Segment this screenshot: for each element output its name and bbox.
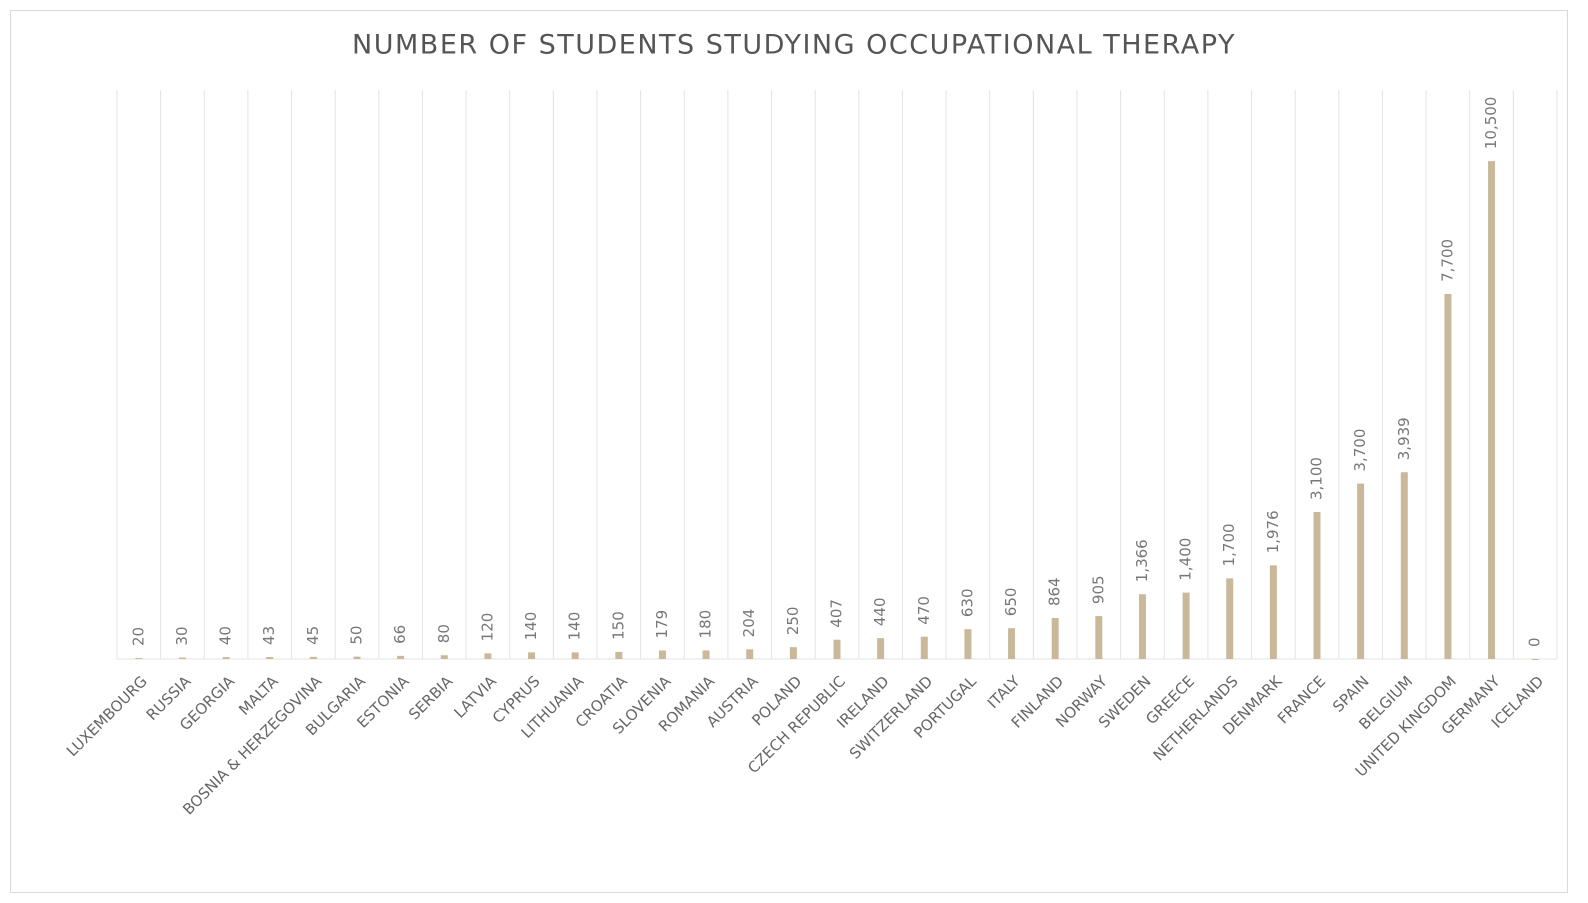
data-label: 250 <box>784 607 802 636</box>
data-label: 470 <box>915 596 933 625</box>
data-label: 20 <box>129 627 147 646</box>
data-label: 864 <box>1046 577 1064 606</box>
data-label: 140 <box>566 612 584 641</box>
data-label: 0 <box>1526 637 1544 647</box>
bar <box>484 653 492 659</box>
chart-border <box>10 10 1568 893</box>
bar <box>746 649 754 659</box>
bar <box>1313 512 1321 659</box>
bar <box>1269 565 1277 659</box>
data-label: 43 <box>260 626 278 645</box>
bar <box>1138 594 1146 659</box>
data-label: 40 <box>217 626 235 645</box>
bar <box>222 657 230 659</box>
bar <box>1008 628 1016 659</box>
bar <box>397 655 405 659</box>
data-label: 179 <box>653 610 671 639</box>
bar <box>1488 161 1496 659</box>
data-label: 7,700 <box>1438 239 1456 282</box>
bar <box>440 655 448 659</box>
data-label: 180 <box>697 610 715 639</box>
bar <box>571 652 579 659</box>
bar <box>615 651 623 659</box>
data-label: 204 <box>740 609 758 638</box>
data-label: 1,366 <box>1133 539 1151 582</box>
data-label: 150 <box>609 611 627 640</box>
bar <box>135 658 143 660</box>
data-label: 3,700 <box>1351 429 1369 472</box>
bar <box>1400 472 1408 659</box>
bar <box>702 650 710 659</box>
data-label: 407 <box>828 599 846 628</box>
bar <box>528 652 536 659</box>
data-label: 66 <box>391 625 409 644</box>
data-label: 80 <box>435 624 453 643</box>
bar <box>178 657 186 659</box>
data-label: 650 <box>1002 588 1020 617</box>
data-label: 120 <box>478 613 496 642</box>
bar <box>1095 616 1103 659</box>
data-label: 45 <box>304 626 322 645</box>
bar <box>353 656 361 659</box>
data-label: 3,939 <box>1395 417 1413 460</box>
bar <box>1051 618 1059 659</box>
data-label: 10,500 <box>1482 97 1500 150</box>
bar <box>920 636 928 659</box>
data-label: 3,100 <box>1308 457 1326 500</box>
bar <box>789 647 797 659</box>
bar <box>658 650 666 659</box>
bar <box>877 638 885 659</box>
bar <box>964 629 972 659</box>
bar <box>1357 483 1365 659</box>
bar <box>1226 578 1234 659</box>
data-label: 30 <box>173 626 191 645</box>
data-label: 1,400 <box>1177 538 1195 581</box>
data-label: 440 <box>871 597 889 626</box>
bar <box>1444 293 1452 659</box>
chart-title: NUMBER OF STUDENTS STUDYING OCCUPATIONAL… <box>352 30 1236 61</box>
data-label: 1,700 <box>1220 523 1238 566</box>
data-label: 140 <box>522 612 540 641</box>
data-label: 630 <box>958 588 976 617</box>
bar <box>266 656 274 659</box>
bar <box>833 639 841 659</box>
bar <box>1182 592 1190 659</box>
data-label: 1,976 <box>1264 510 1282 553</box>
bar <box>1531 659 1539 660</box>
data-label: 905 <box>1089 575 1107 604</box>
data-label: 50 <box>348 626 366 645</box>
bar <box>309 656 317 659</box>
